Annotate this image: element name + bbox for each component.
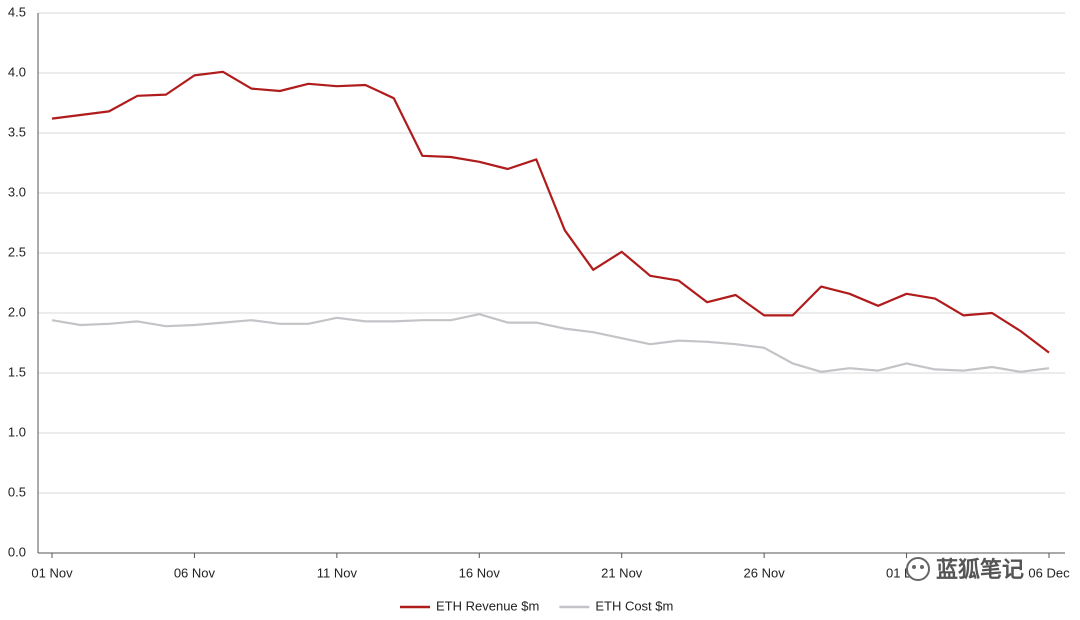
series-line (51, 70, 1050, 354)
x-tick-label: 11 Nov (317, 565, 358, 580)
x-tick-label: 16 Nov (459, 565, 501, 580)
x-tick-label: 26 Nov (744, 565, 786, 580)
series-line (51, 313, 1050, 373)
y-tick-label: 4.5 (8, 4, 26, 19)
y-tick-label: 1.5 (8, 364, 26, 379)
x-tick-label: 21 Nov (601, 565, 643, 580)
watermark: 蓝狐笔记 (936, 557, 1024, 582)
x-tick-label: 06 Nov (174, 565, 216, 580)
y-tick-label: 3.0 (8, 184, 26, 199)
y-tick-label: 0.0 (8, 544, 26, 559)
x-tick-label: 01 Nov (31, 565, 73, 580)
legend-label: ETH Cost $m (595, 598, 673, 613)
y-tick-label: 1.0 (8, 424, 26, 439)
y-tick-label: 2.0 (8, 304, 26, 319)
x-tick-label: 06 Dec (1028, 565, 1070, 580)
y-tick-label: 2.5 (8, 244, 26, 259)
y-tick-label: 0.5 (8, 484, 26, 499)
y-tick-label: 4.0 (8, 64, 26, 79)
watermark-icon (906, 557, 930, 581)
y-tick-label: 3.5 (8, 124, 26, 139)
legend-label: ETH Revenue $m (436, 598, 539, 613)
